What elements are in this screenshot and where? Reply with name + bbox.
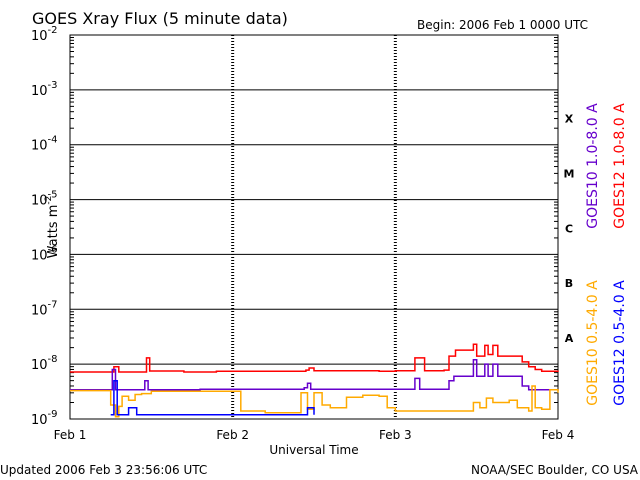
begin-label: Begin: 2006 Feb 1 0000 UTC bbox=[417, 18, 588, 32]
y-tick-exponent: -7 bbox=[48, 299, 58, 310]
series-line bbox=[110, 379, 315, 416]
y-tick-base: 10 bbox=[31, 358, 48, 373]
x-tick-label: Feb 1 bbox=[54, 428, 87, 442]
y-tick-exponent: -4 bbox=[48, 135, 58, 146]
flare-class-label: A bbox=[565, 332, 574, 345]
y-tick-base: 10 bbox=[31, 303, 48, 318]
y-tick-label: 10-8 bbox=[31, 354, 58, 373]
y-tick-base: 10 bbox=[31, 248, 48, 263]
y-tick-base: 10 bbox=[31, 413, 48, 428]
x-tick-label: Feb 3 bbox=[379, 428, 412, 442]
legend-entry: GOES12 1.0-8.0 A bbox=[612, 103, 628, 229]
y-tick-exponent: -2 bbox=[48, 25, 58, 36]
series-layer bbox=[70, 343, 559, 418]
legend-entry: GOES10 0.5-4.0 A bbox=[585, 280, 601, 406]
series-line bbox=[70, 359, 559, 391]
y-tick-exponent: -8 bbox=[48, 354, 58, 365]
flare-class-labels: X M C B A bbox=[564, 113, 575, 345]
series-line bbox=[70, 343, 559, 373]
flare-class-label: C bbox=[565, 222, 573, 235]
y-tick-label: 10-5 bbox=[31, 190, 58, 209]
y-tick-base: 10 bbox=[31, 139, 48, 154]
legend-entry: GOES10 1.0-8.0 A bbox=[585, 103, 601, 229]
y-axis-label-exp: -2 bbox=[44, 196, 54, 205]
flare-class-label: M bbox=[564, 167, 575, 180]
y-tick-label: 10-3 bbox=[31, 80, 58, 99]
y-tick-exponent: -5 bbox=[48, 190, 58, 201]
y-tick-base: 10 bbox=[31, 194, 48, 209]
x-tick-label: Feb 2 bbox=[216, 428, 249, 442]
y-tick-exponent: -3 bbox=[48, 80, 58, 91]
series-line bbox=[70, 385, 559, 418]
chart-title: GOES Xray Flux (5 minute data) bbox=[32, 9, 288, 28]
x-axis-ticks: Feb 1 Feb 2 Feb 3 Feb 4 bbox=[54, 428, 575, 442]
y-axis-label-main: Watts m bbox=[46, 205, 61, 259]
y-axis-ticks: 10-210-310-410-510-610-710-810-9 bbox=[31, 25, 58, 428]
y-tick-label: 10-2 bbox=[31, 25, 58, 44]
footer-source: NOAA/SEC Boulder, CO USA bbox=[471, 463, 639, 477]
footer-updated: Updated 2006 Feb 3 23:56:06 UTC bbox=[0, 463, 207, 477]
y-tick-base: 10 bbox=[31, 84, 48, 99]
flare-class-label: X bbox=[565, 113, 574, 126]
plot-area bbox=[69, 34, 559, 420]
x-tick-label: Feb 4 bbox=[542, 428, 575, 442]
y-tick-label: 10-9 bbox=[31, 409, 58, 428]
y-tick-label: 10-7 bbox=[31, 299, 58, 318]
flare-class-label: B bbox=[565, 277, 573, 290]
y-tick-exponent: -6 bbox=[48, 244, 58, 255]
grid bbox=[70, 35, 558, 419]
y-tick-base: 10 bbox=[31, 29, 48, 44]
plot-frame bbox=[69, 34, 559, 420]
y-tick-label: 10-6 bbox=[31, 244, 58, 263]
y-tick-exponent: -9 bbox=[48, 409, 58, 420]
y-tick-label: 10-4 bbox=[31, 135, 58, 154]
legend-entry: GOES12 0.5-4.0 A bbox=[612, 280, 628, 406]
y-axis-label: Watts m-2 bbox=[44, 196, 61, 259]
x-axis-label: Universal Time bbox=[269, 443, 358, 457]
legend: GOES10 1.0-8.0 A GOES12 1.0-8.0 A GOES10 0… bbox=[585, 103, 628, 406]
